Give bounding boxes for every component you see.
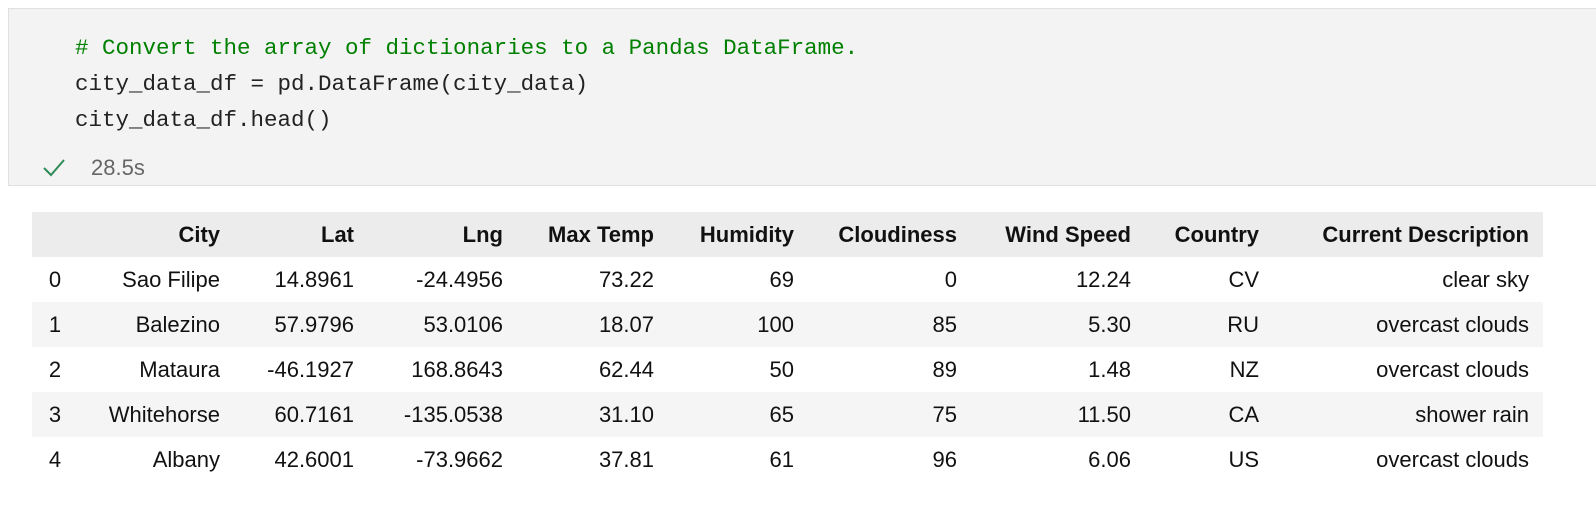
table-cell: 61 [769,446,794,472]
index-header [32,212,78,257]
code-line: city_data_df = pd.DataFrame(city_data) [75,71,589,97]
row-index: 3 [48,401,62,427]
table-cell: 168.8643 [411,356,503,382]
column-header: Current Description [1322,221,1529,247]
table-row: 3 Whitehorse 60.7161 -135.0538 31.10 65 75 11.5… [32,392,1543,437]
table-cell: shower rain [1415,401,1529,427]
code-line: # Convert the array of dictionaries to a… [75,35,859,61]
table-cell: 50 [769,356,794,382]
table-cell: -46.1927 [267,356,354,382]
column-header: Lat [321,221,354,247]
execution-time: 28.5s [91,155,145,180]
success-icon [43,159,65,177]
table-cell: clear sky [1442,266,1529,292]
column-header: Lng [462,221,503,247]
row-index: 4 [48,446,62,472]
column-header: City [178,221,220,247]
table-cell: 11.50 [1077,401,1131,427]
table-cell: 12.24 [1075,266,1131,292]
table-cell: Albany [152,446,220,472]
table-cell: Whitehorse [108,401,220,427]
column-header: Country [1174,221,1259,247]
table-cell: -135.0538 [403,401,503,427]
table-cell: 73.22 [598,266,654,292]
table-cell: 85 [932,311,957,337]
code-cell[interactable]: # Convert the array of dictionaries to a… [8,8,1596,186]
column-header: Max Temp [548,221,654,247]
dataframe-table: City Lat Lng Max Temp Humidity Cloudiness Wind… [32,212,1543,482]
table-cell: Sao Filipe [122,266,220,292]
table-cell: 89 [932,356,957,382]
code-line: city_data_df.head() [75,107,332,133]
column-header: Cloudiness [838,221,957,247]
column-header: Wind Speed [1005,221,1131,247]
table-cell: -73.9662 [416,446,503,472]
table-cell: 60.7161 [274,401,354,427]
table-cell: 69 [769,266,794,292]
table-cell: 37.81 [598,446,654,472]
table-cell: 53.0106 [423,311,503,337]
table-cell: 0 [944,266,957,292]
table-cell: NZ [1229,356,1259,382]
table-cell: Balezino [135,311,220,337]
table-cell: RU [1227,311,1259,337]
column-header: Humidity [699,221,794,247]
table-cell: 62.44 [598,356,654,382]
table-cell: CV [1228,266,1259,292]
table-cell: US [1228,446,1259,472]
table-row: 0 Sao Filipe 14.8961 -24.4956 73.22 69 0 12.24 C… [32,257,1543,302]
row-index: 0 [48,266,62,292]
table-cell: overcast clouds [1376,446,1529,472]
table-cell: 42.6001 [274,446,354,472]
table-row: 2 Mataura -46.1927 168.8643 62.44 50 89 1.48 NZ o… [32,347,1543,392]
row-index: 1 [48,311,62,337]
table-cell: 96 [932,446,957,472]
table-cell: overcast clouds [1376,311,1529,337]
table-cell: 31.10 [598,401,654,427]
table-row: 4 Albany 42.6001 -73.9662 37.81 61 96 6.06 US ove… [32,437,1543,482]
table-cell: Mataura [139,356,220,382]
table-cell: 14.8961 [274,266,354,292]
table-cell: 18.07 [598,311,654,337]
table-cell: 57.9796 [274,311,354,337]
table-cell: -24.4956 [416,266,503,292]
row-index: 2 [48,356,62,382]
table-row: 1 Balezino 57.9796 53.0106 18.07 100 85 5.30 RU o… [32,302,1543,347]
table-cell: 5.30 [1088,311,1131,337]
header-row: City Lat Lng Max Temp Humidity Cloudiness Wind… [32,212,1543,257]
table-cell: overcast clouds [1376,356,1529,382]
table-cell: 100 [757,311,794,337]
table-cell: 65 [769,401,794,427]
table-cell: 75 [932,401,957,427]
table-cell: 1.48 [1088,356,1131,382]
table-cell: 6.06 [1088,446,1131,472]
table-cell: CA [1228,401,1259,427]
